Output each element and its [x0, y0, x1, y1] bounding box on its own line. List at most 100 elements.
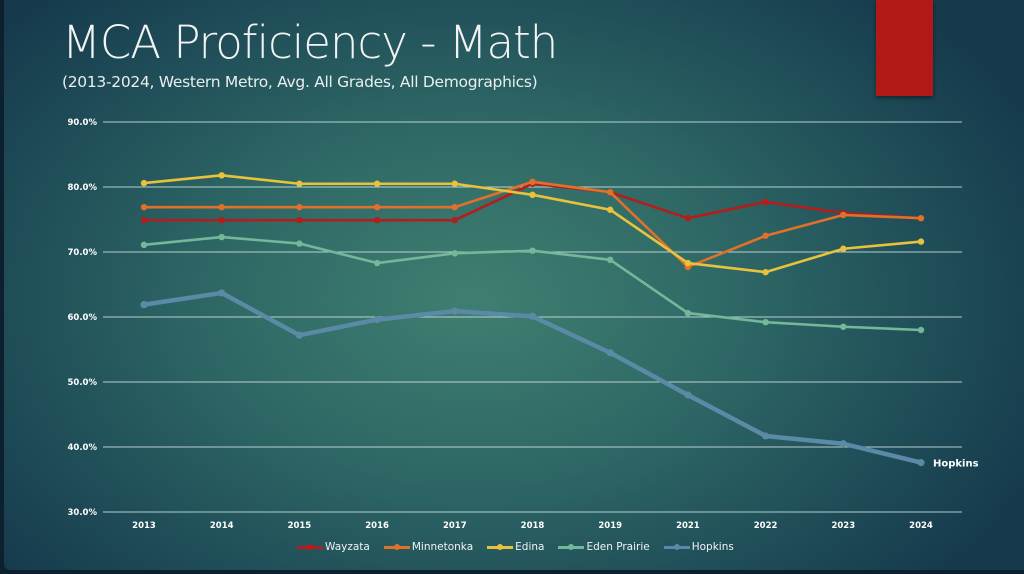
data-point — [607, 206, 614, 213]
slide-background — [4, 0, 1024, 570]
legend-label: Edina — [515, 541, 545, 553]
series-line — [142, 174, 923, 274]
data-point — [451, 307, 459, 315]
data-point — [762, 432, 770, 440]
data-point — [684, 309, 692, 317]
data-point — [684, 215, 692, 222]
y-axis-ticks: 30.0% 40.0% 50.0% 60.0% 70.0% 80.0% 90.0% — [68, 118, 98, 518]
y-tick-label: 80.0% — [68, 183, 98, 193]
legend-swatch-icon — [663, 542, 690, 552]
data-point — [917, 459, 925, 467]
data-point — [218, 172, 225, 179]
x-axis-ticks: 2013 2014 2015 2016 2017 2018 2019 2021 2022 2023… — [132, 521, 933, 531]
data-point — [917, 215, 925, 222]
data-point — [762, 232, 769, 239]
data-point — [451, 216, 458, 224]
data-point — [917, 238, 925, 245]
data-point — [607, 256, 614, 263]
y-tick-label: 30.0% — [68, 508, 98, 518]
legend-swatch-icon — [383, 542, 410, 552]
x-tick-label: 2018 — [521, 521, 545, 531]
data-point — [373, 316, 381, 324]
data-point — [296, 240, 303, 247]
data-point — [529, 178, 536, 185]
data-point — [529, 191, 536, 198]
data-point — [373, 180, 381, 187]
annotations: Hopkins — [933, 459, 979, 470]
data-point — [373, 259, 381, 267]
x-tick-label: 2016 — [365, 521, 389, 531]
series-lines — [140, 172, 925, 467]
data-point — [762, 198, 769, 206]
data-point — [140, 216, 148, 224]
data-point — [762, 319, 769, 326]
data-point — [218, 216, 225, 224]
y-tick-label: 60.0% — [68, 313, 98, 323]
series-hopkins — [140, 289, 925, 467]
data-point — [296, 216, 303, 224]
y-tick-label: 70.0% — [68, 248, 98, 258]
data-point — [218, 233, 225, 241]
data-point — [528, 312, 537, 320]
chart-subtitle: (2013-2024, Western Metro, Avg. All Grad… — [62, 73, 538, 91]
data-point — [684, 391, 692, 399]
x-tick-label: 2021 — [676, 521, 700, 531]
series-edina — [140, 172, 925, 276]
data-point — [840, 211, 847, 219]
x-tick-label: 2017 — [443, 521, 467, 531]
legend-item: Wayzata — [297, 541, 370, 553]
legend-item: Hopkins — [663, 541, 734, 553]
legend-label: Minnetonka — [411, 541, 474, 553]
gridlines — [103, 121, 962, 513]
x-tick-label: 2024 — [909, 521, 933, 531]
data-point — [606, 349, 614, 357]
data-point — [684, 259, 692, 267]
data-point — [140, 179, 148, 187]
series-annotation: Hopkins — [933, 459, 979, 470]
legend-label: Wayzata — [325, 541, 370, 553]
legend-swatch-icon — [487, 542, 514, 552]
chart-legend: Wayzata Minnetonka Edina Eden Prairie Hopkin… — [297, 541, 734, 553]
data-point — [840, 323, 847, 330]
data-point — [373, 216, 381, 224]
series-eden-prairie — [140, 233, 925, 334]
y-tick-label: 90.0% — [68, 118, 98, 128]
y-tick-label: 40.0% — [68, 443, 98, 453]
x-tick-label: 2013 — [132, 521, 156, 531]
accent-bar — [876, 0, 933, 96]
data-point — [296, 203, 303, 211]
chart-title: MCA Proficiency - Math — [62, 16, 558, 69]
x-tick-label: 2022 — [754, 521, 778, 531]
data-point — [840, 245, 847, 252]
data-point — [451, 203, 458, 211]
x-tick-label: 2015 — [288, 521, 312, 531]
data-point — [762, 268, 769, 276]
data-point — [607, 189, 614, 196]
x-tick-label: 2014 — [210, 521, 234, 531]
legend-label: Eden Prairie — [586, 541, 650, 553]
x-tick-label: 2023 — [831, 521, 855, 531]
x-tick-label: 2019 — [598, 521, 622, 531]
series-line — [142, 182, 923, 222]
data-point — [295, 331, 303, 339]
data-point — [140, 301, 148, 309]
data-point — [451, 180, 458, 187]
legend-item: Edina — [487, 541, 544, 553]
legend-label: Hopkins — [691, 541, 734, 553]
y-tick-label: 50.0% — [68, 378, 98, 388]
legend-swatch-icon — [297, 542, 323, 552]
data-point — [529, 247, 536, 254]
legend-item: Eden Prairie — [558, 541, 650, 553]
data-point — [140, 203, 148, 211]
data-point — [451, 250, 458, 257]
data-point — [917, 326, 925, 334]
data-point — [839, 440, 847, 448]
data-point — [218, 289, 226, 297]
legend-item: Minnetonka — [383, 541, 474, 553]
data-point — [296, 180, 303, 187]
legend-swatch-icon — [558, 542, 585, 552]
data-point — [140, 241, 148, 249]
data-point — [373, 203, 381, 211]
data-point — [218, 203, 225, 211]
